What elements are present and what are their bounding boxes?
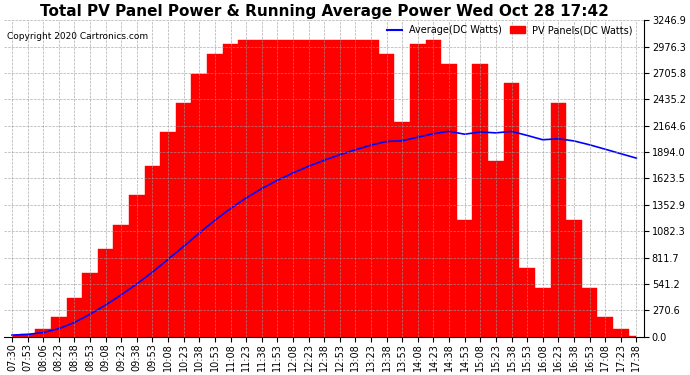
Text: Copyright 2020 Cartronics.com: Copyright 2020 Cartronics.com xyxy=(7,32,148,41)
Legend: Average(DC Watts), PV Panels(DC Watts): Average(DC Watts), PV Panels(DC Watts) xyxy=(387,25,633,35)
Title: Total PV Panel Power & Running Average Power Wed Oct 28 17:42: Total PV Panel Power & Running Average P… xyxy=(40,4,609,19)
